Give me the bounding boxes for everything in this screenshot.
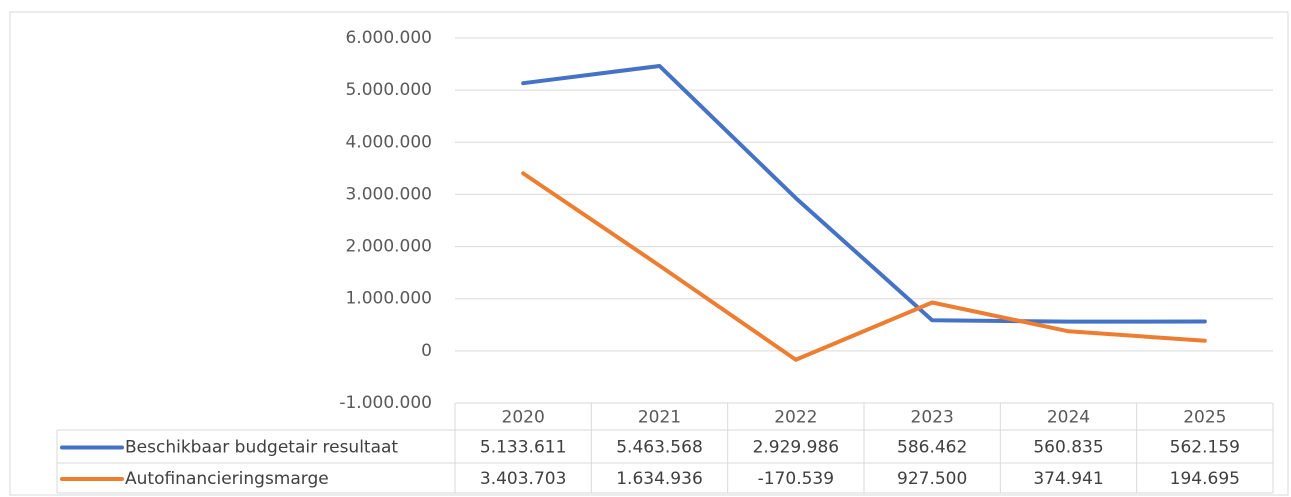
chart-frame — [9, 11, 1289, 496]
y-tick-label: -1.000.000 — [339, 393, 432, 413]
y-tick-label: 2.000.000 — [345, 237, 432, 257]
series-line — [521, 63, 1207, 324]
table-value: 5.133.611 — [480, 438, 567, 458]
x-tick-label: 2021 — [638, 408, 681, 428]
table-value: 194.695 — [1170, 469, 1240, 489]
table-value: 927.500 — [897, 469, 967, 489]
y-tick-label: 0 — [421, 341, 432, 361]
table-value: 560.835 — [1033, 438, 1103, 458]
x-tick-label: 2020 — [502, 408, 545, 428]
table-value: -170.539 — [758, 469, 834, 489]
table-value: 1.634.936 — [616, 469, 703, 489]
legend-label: Beschikbaar budgetair resultaat — [125, 438, 398, 458]
table-value: 562.159 — [1170, 438, 1240, 458]
table-value: 586.462 — [897, 438, 967, 458]
y-tick-label: 6.000.000 — [345, 28, 432, 48]
y-tick-label: 1.000.000 — [345, 289, 432, 309]
table-value: 2.929.986 — [753, 438, 840, 458]
y-tick-label: 4.000.000 — [345, 132, 432, 152]
table-value: 5.463.568 — [616, 438, 703, 458]
legend-label: Autofinancieringsmarge — [125, 469, 329, 489]
x-tick-label: 2025 — [1183, 408, 1226, 428]
x-tick-label: 2022 — [774, 408, 817, 428]
series-line — [521, 171, 1207, 362]
x-tick-label: 2023 — [911, 408, 954, 428]
table-value: 374.941 — [1033, 469, 1103, 489]
table-value: 3.403.703 — [480, 469, 567, 489]
y-tick-label: 5.000.000 — [345, 80, 432, 100]
x-tick-label: 2024 — [1047, 408, 1090, 428]
y-tick-label: 3.000.000 — [345, 184, 432, 204]
